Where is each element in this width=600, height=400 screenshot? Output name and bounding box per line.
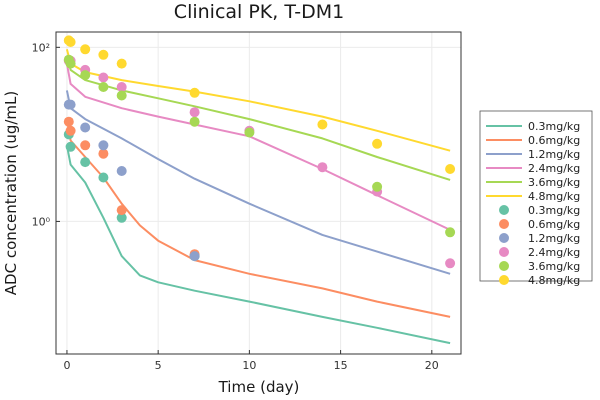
observed-point-series-4 (116, 82, 127, 92)
observed-point-series-6 (445, 164, 456, 174)
observed-point-series-3 (65, 99, 76, 110)
plot-frame (55, 31, 462, 355)
observed-point-series-3 (98, 140, 109, 151)
observed-point-series-6 (317, 119, 328, 130)
legend-label: 4.8mg/kg (528, 274, 580, 287)
model-line-series-3 (65, 90, 451, 275)
legend-label: 2.4mg/kg (528, 246, 580, 259)
observed-point-series-5 (372, 181, 383, 192)
legend-label: 0.6mg/kg (528, 134, 580, 147)
observed-point-series-3 (80, 122, 91, 133)
legend-label: 0.6mg/kg (528, 218, 580, 231)
legend-marker-swatch (499, 233, 509, 243)
x-tick-label: 0 (63, 359, 70, 372)
observed-point-series-6 (65, 37, 76, 47)
observed-point-series-6 (116, 58, 127, 69)
legend-marker-swatch (499, 275, 509, 285)
observed-point-series-3 (116, 166, 127, 176)
observed-point-series-2 (116, 205, 127, 216)
observed-point-series-4 (445, 258, 456, 269)
chart-title: Clinical PK, T-DM1 (174, 1, 344, 23)
model-line-series-6 (65, 49, 451, 152)
observed-point-series-4 (189, 107, 200, 118)
observed-point-series-1 (65, 141, 76, 152)
legend-label: 3.6mg/kg (528, 260, 580, 273)
model-line-series-1 (65, 145, 451, 345)
legend-marker-swatch (499, 219, 509, 229)
legend-marker-swatch (499, 247, 509, 257)
legend-label: 3.6mg/kg (528, 176, 580, 189)
legend-marker-swatch (499, 205, 509, 215)
model-line-series-2 (65, 118, 451, 318)
model-line-series-4 (65, 63, 451, 231)
observed-point-series-2 (65, 125, 76, 136)
observed-point-series-5 (445, 227, 456, 238)
legend-label: 1.2mg/kg (528, 148, 580, 161)
legend: 0.3mg/kg0.6mg/kg1.2mg/kg2.4mg/kg3.6mg/kg… (479, 110, 593, 287)
model-lines (65, 49, 451, 345)
x-tick-label: 20 (425, 359, 439, 372)
y-axis-label: ADC concentration (ug/mL) (2, 91, 20, 295)
legend-label: 0.3mg/kg (528, 204, 580, 217)
observed-point-series-5 (80, 70, 91, 81)
y-tick-label: 10⁰ (32, 215, 51, 228)
observed-point-series-5 (116, 90, 127, 101)
observed-point-series-6 (98, 49, 109, 60)
x-axis-label: Time (day) (218, 378, 300, 396)
model-line-series-5 (65, 55, 451, 181)
y-axis-ticks: 10⁰ 10² (32, 41, 60, 228)
observed-point-series-2 (98, 148, 109, 159)
observed-point-series-1 (116, 212, 127, 223)
observed-point-series-6 (80, 44, 91, 55)
observed-points (63, 35, 456, 269)
y-tick-label: 10² (32, 41, 50, 54)
observed-point-series-5 (189, 116, 200, 127)
observed-point-series-5 (98, 82, 109, 92)
x-tick-label: 15 (334, 359, 348, 372)
observed-point-series-4 (98, 72, 109, 83)
x-tick-label: 10 (242, 359, 256, 372)
observed-point-series-2 (80, 140, 91, 151)
observed-point-series-1 (80, 157, 91, 168)
observed-point-series-5 (244, 127, 255, 138)
observed-point-series-1 (98, 172, 109, 183)
observed-point-series-6 (372, 138, 383, 149)
x-tick-label: 5 (155, 359, 162, 372)
legend-label: 1.2mg/kg (528, 232, 580, 245)
legend-label: 0.3mg/kg (528, 120, 580, 133)
observed-point-series-4 (317, 162, 328, 173)
legend-label: 4.8mg/kg (528, 190, 580, 203)
observed-point-series-5 (65, 58, 76, 69)
observed-point-series-3 (189, 251, 200, 262)
legend-marker-swatch (499, 261, 509, 271)
x-axis-ticks: 0 5 10 15 20 (63, 350, 439, 372)
legend-label: 2.4mg/kg (528, 162, 580, 175)
observed-point-series-2 (63, 116, 74, 127)
observed-point-series-6 (189, 87, 200, 98)
